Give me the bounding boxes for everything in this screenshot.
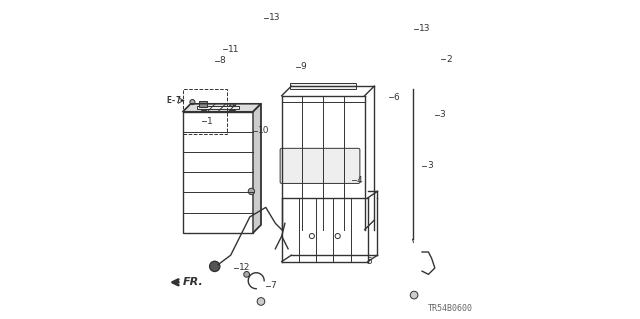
Circle shape — [309, 234, 314, 239]
FancyBboxPatch shape — [280, 148, 360, 183]
Text: TR54B0600: TR54B0600 — [428, 304, 473, 313]
Text: 3: 3 — [427, 161, 433, 170]
Circle shape — [202, 103, 206, 107]
Polygon shape — [183, 104, 261, 112]
Circle shape — [257, 298, 265, 305]
Bar — [202, 105, 207, 110]
Text: 13: 13 — [269, 13, 280, 22]
Circle shape — [230, 103, 234, 107]
Text: 5: 5 — [366, 257, 372, 266]
Circle shape — [244, 271, 250, 277]
Circle shape — [248, 188, 255, 195]
Text: 11: 11 — [227, 45, 239, 54]
Circle shape — [335, 234, 340, 239]
Text: 1: 1 — [207, 117, 212, 126]
Text: 13: 13 — [419, 24, 430, 33]
Bar — [290, 83, 356, 89]
Text: 9: 9 — [301, 63, 307, 71]
Text: 3: 3 — [440, 110, 445, 119]
Bar — [183, 112, 253, 233]
Text: 8: 8 — [220, 56, 225, 65]
Bar — [199, 101, 207, 107]
Text: 10: 10 — [258, 126, 269, 135]
Bar — [229, 105, 234, 110]
Text: E-7: E-7 — [166, 96, 181, 105]
Text: FR.: FR. — [183, 277, 204, 287]
Polygon shape — [253, 104, 261, 233]
Text: 4: 4 — [356, 176, 362, 185]
Text: 12: 12 — [239, 263, 250, 272]
Text: 6: 6 — [394, 93, 399, 102]
Bar — [197, 106, 239, 109]
Bar — [183, 89, 227, 134]
Circle shape — [190, 100, 195, 105]
Text: 7: 7 — [271, 281, 276, 290]
Circle shape — [410, 291, 418, 299]
Text: 2: 2 — [446, 55, 452, 63]
Circle shape — [210, 261, 220, 271]
